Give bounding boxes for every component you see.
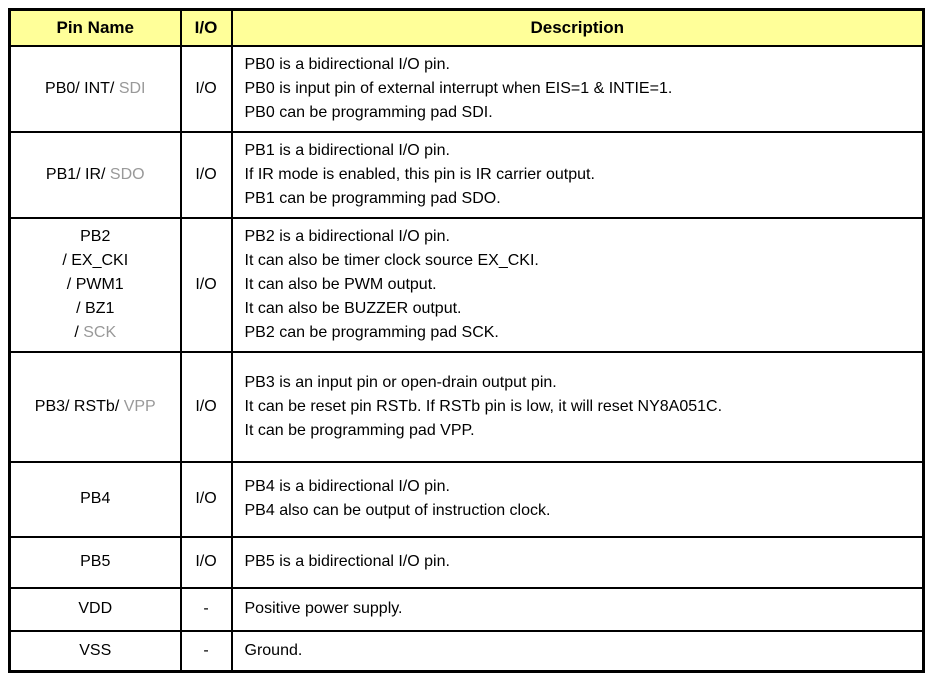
description-cell: PB4 is a bidirectional I/O pin. PB4 also … xyxy=(230,460,925,538)
pin-name-text: PB1/ IR/ xyxy=(45,165,110,183)
description-line: PB0 is input pin of external interrupt w… xyxy=(244,79,673,97)
description-cell: PB3 is an input pin or open-drain output… xyxy=(230,350,925,463)
pin-name-text: / PWM1 xyxy=(66,275,124,293)
description-line: PB3 is an input pin or open-drain output… xyxy=(244,373,557,391)
table-row: PB1/ IR/ SDO I/O PB1 is a bidirectional I/… xyxy=(8,130,925,219)
description-line: If IR mode is enabled, this pin is IR ca… xyxy=(244,165,595,183)
description-line: It can be reset pin RSTb. If RSTb pin is… xyxy=(244,397,723,415)
io-cell: - xyxy=(179,586,233,632)
description-cell: PB2 is a bidirectional I/O pin. It can al… xyxy=(230,216,925,353)
description-line: PB0 can be programming pad SDI. xyxy=(244,103,493,121)
pin-name-cell: VSS xyxy=(8,629,182,673)
io-cell: I/O xyxy=(179,535,233,589)
pin-name-cell: PB2 / EX_CKI / PWM1 / BZ1 / SCK xyxy=(8,216,182,353)
pin-name-line: PB1/ IR/ SDO xyxy=(13,163,178,187)
pin-name-cell: PB5 xyxy=(8,535,182,589)
pin-name-line: PB3/ RSTb/ VPP xyxy=(13,395,178,419)
io-cell: - xyxy=(179,629,233,673)
description-cell: PB1 is a bidirectional I/O pin. If IR mod… xyxy=(230,130,925,219)
pin-name-alt-function: SDI xyxy=(118,79,146,97)
description-cell: PB0 is a bidirectional I/O pin. PB0 is in… xyxy=(230,44,925,133)
description-line: PB1 is a bidirectional I/O pin. xyxy=(244,141,450,159)
pin-name-text: VSS xyxy=(79,641,112,659)
pin-name-text: PB4 xyxy=(80,490,111,507)
pin-name-text: PB2 xyxy=(80,227,111,245)
description-line: It can also be timer clock source EX_CKI… xyxy=(244,251,539,269)
pin-name-line: / BZ1 xyxy=(13,297,178,321)
table-row: PB3/ RSTb/ VPP I/O PB3 is an input pin or … xyxy=(8,350,925,463)
table-row: VDD - Positive power supply. xyxy=(8,586,925,632)
description-line: PB4 also can be output of instruction cl… xyxy=(244,502,551,519)
table-header-row: Pin Name I/O Description xyxy=(8,8,925,47)
pin-name-line: VSS xyxy=(13,639,178,663)
pin-name-cell: PB1/ IR/ SDO xyxy=(8,130,182,219)
table-row: PB2/ EX_CKI / PWM1/ BZ1/ SCK I/O PB2 is a b… xyxy=(8,216,925,353)
table-row: PB4 I/O PB4 is a bidirectional I/O pin. PB4… xyxy=(8,460,925,538)
description-cell: Positive power supply. xyxy=(230,586,925,632)
description-line: Ground. xyxy=(244,641,303,659)
description-line: It can also be BUZZER output. xyxy=(244,299,462,317)
pin-name-alt-function: SDO xyxy=(109,165,145,183)
pin-name-line: / SCK xyxy=(13,321,178,345)
pin-name-text: / EX_CKI xyxy=(62,251,129,269)
pin-name-cell: PB3/ RSTb/ VPP xyxy=(8,350,182,463)
pin-name-alt-function: VPP xyxy=(123,397,156,415)
pin-name-line: / EX_CKI xyxy=(13,249,178,273)
table-row: PB0/ INT/ SDI I/O PB0 is a bidirectional I… xyxy=(8,44,925,133)
pin-name-text: PB3/ RSTb/ xyxy=(34,397,124,415)
description-cell: PB5 is a bidirectional I/O pin. xyxy=(230,535,925,589)
description-line: PB0 is a bidirectional I/O pin. xyxy=(244,55,450,73)
io-cell: I/O xyxy=(179,130,233,219)
description-line: It can be programming pad VPP. xyxy=(244,421,475,439)
table-row: VSS - Ground. xyxy=(8,629,925,673)
description-line: Positive power supply. xyxy=(244,600,403,617)
pin-name-text: PB0/ INT/ xyxy=(45,79,119,97)
pin-name-text: / BZ1 xyxy=(76,299,115,317)
pin-name-text: / xyxy=(74,323,84,341)
pin-name-line: VDD xyxy=(13,597,178,621)
pin-name-text: VDD xyxy=(78,600,113,617)
pin-name-line: PB2 xyxy=(13,225,178,249)
pin-name-cell: PB0/ INT/ SDI xyxy=(8,44,182,133)
description-line: PB2 can be programming pad SCK. xyxy=(244,323,499,341)
description-line: PB5 is a bidirectional I/O pin. xyxy=(244,553,450,570)
description-line: PB2 is a bidirectional I/O pin. xyxy=(244,227,450,245)
description-cell: Ground. xyxy=(230,629,925,673)
pin-name-line: PB5 xyxy=(13,550,178,574)
description-line: PB1 can be programming pad SDO. xyxy=(244,189,501,207)
io-cell: I/O xyxy=(179,460,233,538)
io-cell: I/O xyxy=(179,44,233,133)
header-description: Description xyxy=(230,8,925,47)
pin-name-alt-function: SCK xyxy=(83,323,117,341)
table-body: PB0/ INT/ SDI I/O PB0 is a bidirectional I… xyxy=(8,44,925,673)
header-io: I/O xyxy=(179,8,233,47)
pin-name-cell: PB4 xyxy=(8,460,182,538)
pin-name-cell: VDD xyxy=(8,586,182,632)
header-pin-name: Pin Name xyxy=(8,8,182,47)
pin-name-text: PB5 xyxy=(80,553,111,570)
pin-name-line: / PWM1 xyxy=(13,273,178,297)
io-cell: I/O xyxy=(179,350,233,463)
table-row: PB5 I/O PB5 is a bidirectional I/O pin. xyxy=(8,535,925,589)
description-line: It can also be PWM output. xyxy=(244,275,437,293)
pin-description-table: Pin Name I/O Description PB0/ INT/ SDI I/… xyxy=(8,8,925,673)
pin-name-line: PB4 xyxy=(13,487,178,511)
pin-name-line: PB0/ INT/ SDI xyxy=(13,77,178,101)
io-cell: I/O xyxy=(179,216,233,353)
description-line: PB4 is a bidirectional I/O pin. xyxy=(244,478,450,495)
